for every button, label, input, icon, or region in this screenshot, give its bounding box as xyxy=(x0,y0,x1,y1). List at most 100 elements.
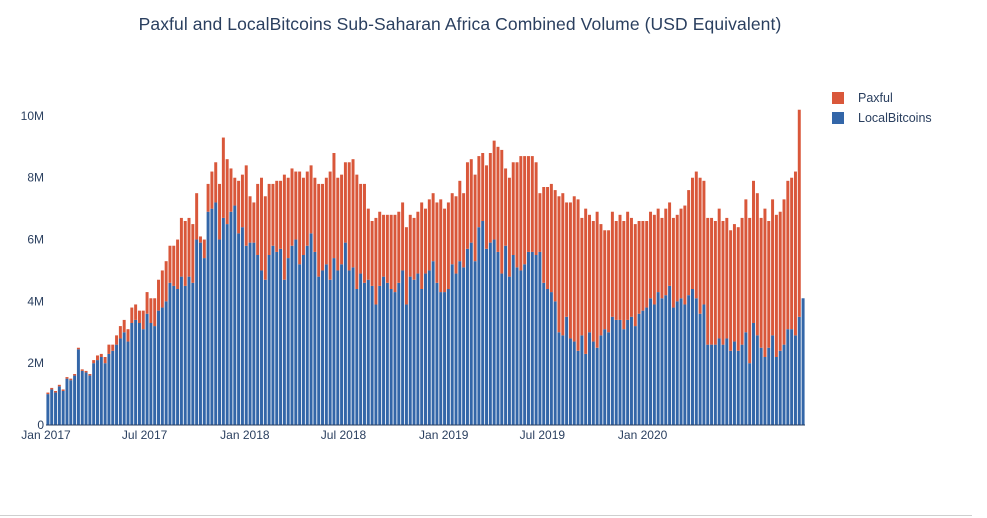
bar-paxful[interactable] xyxy=(702,180,706,305)
bar-localbitcoins[interactable] xyxy=(202,258,206,425)
bar-localbitcoins[interactable] xyxy=(172,285,176,425)
bar-paxful[interactable] xyxy=(115,335,119,345)
bar-localbitcoins[interactable] xyxy=(759,347,763,425)
bar-localbitcoins[interactable] xyxy=(111,350,115,425)
bar-paxful[interactable] xyxy=(362,183,366,283)
bar-paxful[interactable] xyxy=(771,199,775,336)
bar-localbitcoins[interactable] xyxy=(557,332,561,425)
bar-paxful[interactable] xyxy=(721,221,725,345)
bar-paxful[interactable] xyxy=(641,221,645,311)
bar-paxful[interactable] xyxy=(717,208,721,339)
bar-paxful[interactable] xyxy=(248,196,252,243)
bar-localbitcoins[interactable] xyxy=(542,282,546,425)
bar-localbitcoins[interactable] xyxy=(134,319,138,425)
bar-paxful[interactable] xyxy=(191,224,195,283)
bar-paxful[interactable] xyxy=(649,211,653,299)
legend-item-localbitcoins[interactable]: LocalBitcoins xyxy=(832,108,932,128)
bar-paxful[interactable] xyxy=(496,146,500,252)
bar-paxful[interactable] xyxy=(286,177,290,259)
bar-paxful[interactable] xyxy=(378,211,382,286)
bar-localbitcoins[interactable] xyxy=(92,363,96,425)
bar-localbitcoins[interactable] xyxy=(607,332,611,425)
bar-paxful[interactable] xyxy=(713,221,717,345)
bar-localbitcoins[interactable] xyxy=(374,304,378,425)
bar-localbitcoins[interactable] xyxy=(458,261,462,425)
bar-localbitcoins[interactable] xyxy=(137,323,141,425)
bar-paxful[interactable] xyxy=(454,196,458,274)
bar-paxful[interactable] xyxy=(599,224,603,336)
bar-paxful[interactable] xyxy=(511,162,515,255)
bar-paxful[interactable] xyxy=(309,165,313,234)
bar-localbitcoins[interactable] xyxy=(179,276,183,425)
bar-localbitcoins[interactable] xyxy=(614,319,618,425)
bar-localbitcoins[interactable] xyxy=(80,370,84,425)
bar-localbitcoins[interactable] xyxy=(523,264,527,425)
bar-paxful[interactable] xyxy=(542,187,546,283)
bar-localbitcoins[interactable] xyxy=(626,319,630,425)
bar-localbitcoins[interactable] xyxy=(721,344,725,425)
bar-paxful[interactable] xyxy=(492,140,496,240)
bar-localbitcoins[interactable] xyxy=(477,227,481,425)
bar-localbitcoins[interactable] xyxy=(324,264,328,425)
bar-paxful[interactable] xyxy=(195,193,199,240)
bar-paxful[interactable] xyxy=(568,202,572,339)
bar-localbitcoins[interactable] xyxy=(488,242,492,425)
bar-localbitcoins[interactable] xyxy=(286,258,290,425)
bar-paxful[interactable] xyxy=(607,230,611,333)
bar-localbitcoins[interactable] xyxy=(305,245,309,425)
bar-paxful[interactable] xyxy=(561,193,565,336)
bar-paxful[interactable] xyxy=(313,177,317,252)
bar-localbitcoins[interactable] xyxy=(332,258,336,425)
bar-localbitcoins[interactable] xyxy=(778,350,782,425)
bar-localbitcoins[interactable] xyxy=(496,251,500,425)
bar-localbitcoins[interactable] xyxy=(629,316,633,425)
bar-paxful[interactable] xyxy=(469,159,473,243)
bar-paxful[interactable] xyxy=(359,183,363,274)
bar-paxful[interactable] xyxy=(76,347,80,350)
bar-localbitcoins[interactable] xyxy=(76,349,80,425)
bar-localbitcoins[interactable] xyxy=(637,313,641,425)
bar-paxful[interactable] xyxy=(332,153,336,259)
bar-paxful[interactable] xyxy=(218,183,222,240)
bar-localbitcoins[interactable] xyxy=(336,270,340,425)
bar-localbitcoins[interactable] xyxy=(610,316,614,425)
bar-paxful[interactable] xyxy=(233,177,237,206)
bar-paxful[interactable] xyxy=(256,183,260,255)
bar-localbitcoins[interactable] xyxy=(141,329,145,425)
bar-paxful[interactable] xyxy=(290,168,294,246)
bar-localbitcoins[interactable] xyxy=(145,313,149,425)
bar-paxful[interactable] xyxy=(725,217,729,339)
bar-paxful[interactable] xyxy=(343,162,347,243)
bar-paxful[interactable] xyxy=(553,190,557,302)
bar-localbitcoins[interactable] xyxy=(450,264,454,425)
bar-localbitcoins[interactable] xyxy=(126,341,130,425)
bar-paxful[interactable] xyxy=(351,159,355,268)
bar-localbitcoins[interactable] xyxy=(69,380,73,425)
bar-localbitcoins[interactable] xyxy=(462,267,466,425)
bar-paxful[interactable] xyxy=(221,137,225,218)
bar-localbitcoins[interactable] xyxy=(290,245,294,425)
bar-localbitcoins[interactable] xyxy=(599,335,603,425)
bar-paxful[interactable] xyxy=(294,171,298,240)
bar-paxful[interactable] xyxy=(626,211,630,320)
bar-localbitcoins[interactable] xyxy=(702,304,706,425)
bar-localbitcoins[interactable] xyxy=(771,335,775,425)
bar-localbitcoins[interactable] xyxy=(790,329,794,425)
bar-localbitcoins[interactable] xyxy=(347,270,351,425)
bar-localbitcoins[interactable] xyxy=(755,335,759,425)
bar-paxful[interactable] xyxy=(96,355,99,361)
bar-localbitcoins[interactable] xyxy=(57,386,61,425)
bar-localbitcoins[interactable] xyxy=(355,289,359,425)
bar-paxful[interactable] xyxy=(340,174,344,265)
bar-paxful[interactable] xyxy=(507,177,511,277)
bar-paxful[interactable] xyxy=(57,384,61,387)
bar-paxful[interactable] xyxy=(164,261,168,302)
bar-localbitcoins[interactable] xyxy=(408,276,412,425)
bar-paxful[interactable] xyxy=(424,208,427,274)
bar-paxful[interactable] xyxy=(46,392,50,395)
bar-paxful[interactable] xyxy=(603,230,607,330)
bar-paxful[interactable] xyxy=(694,171,698,299)
bar-localbitcoins[interactable] xyxy=(736,350,740,425)
bar-localbitcoins[interactable] xyxy=(698,313,702,425)
bar-localbitcoins[interactable] xyxy=(122,332,126,425)
